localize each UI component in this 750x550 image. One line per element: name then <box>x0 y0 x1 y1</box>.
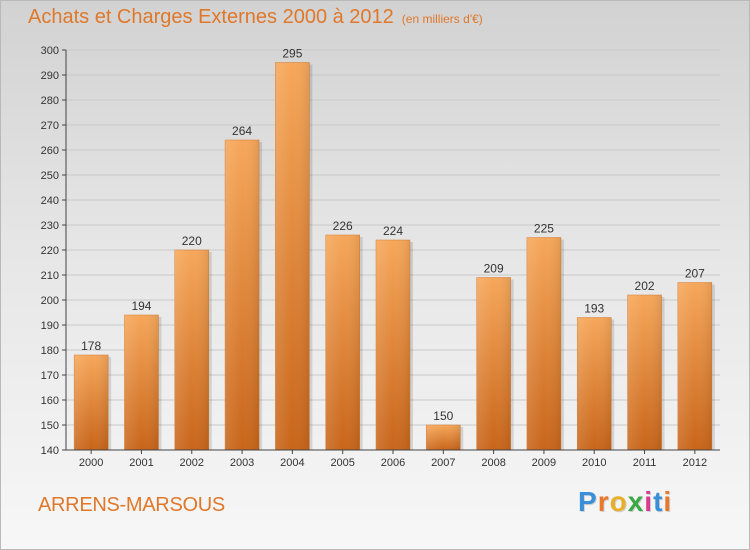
x-axis-ticks: 2000 2001 2002 2003 2004 2005 2006 2007 2008 2009… <box>79 450 707 469</box>
y-tick-label: 150 <box>41 420 59 432</box>
x-tick-label: 2012 <box>683 457 707 469</box>
y-tick-label: 230 <box>41 220 59 232</box>
logo-letter: i <box>663 486 673 517</box>
bar-value-label: 264 <box>232 124 252 138</box>
y-tick-label: 220 <box>41 245 59 257</box>
bar-group: 225 <box>526 222 564 451</box>
bar-highlight <box>124 315 159 450</box>
y-tick-label: 260 <box>41 145 59 157</box>
bar-value-label: 220 <box>182 234 202 248</box>
bar-highlight <box>476 277 511 450</box>
y-tick-label: 180 <box>41 345 59 357</box>
y-tick-label: 170 <box>41 370 59 382</box>
x-tick-label: 2001 <box>129 457 153 469</box>
logo-letter: i <box>644 486 654 517</box>
bar-value-label: 226 <box>333 219 353 233</box>
logo-letter: t <box>653 486 664 517</box>
logo-letter: P <box>578 486 598 517</box>
bar-highlight <box>174 250 209 450</box>
proxiti-logo: Proxiti <box>578 486 672 518</box>
bar-value-label: 178 <box>81 339 101 353</box>
y-tick-label: 250 <box>41 170 59 182</box>
y-tick-label: 200 <box>41 295 59 307</box>
bar-group: 295 <box>275 47 313 451</box>
chart-title: Achats et Charges Externes 2000 à 2012 (e… <box>28 6 483 29</box>
x-tick-label: 2003 <box>230 457 254 469</box>
bar-value-label: 295 <box>282 47 302 61</box>
bar-highlight <box>74 355 109 450</box>
location-name: ARRENS-MARSOUS <box>38 494 225 516</box>
bar-highlight <box>426 425 461 450</box>
logo-letter: r <box>597 486 610 517</box>
bar-group: 178 <box>73 339 112 451</box>
chart-title-text: Achats et Charges Externes 2000 à 2012 <box>28 6 394 28</box>
bar-group: 207 <box>677 267 715 451</box>
bar-value-label: 207 <box>685 267 705 281</box>
bar-group: 226 <box>325 219 363 451</box>
chart-subtitle: (en milliers d'€) <box>401 12 483 26</box>
x-tick-label: 2011 <box>633 457 657 469</box>
bar-group: 202 <box>627 279 665 451</box>
x-tick-label: 2004 <box>280 457 304 469</box>
y-tick-label: 190 <box>41 320 59 332</box>
bar-value-label: 225 <box>534 222 554 236</box>
bar-value-label: 224 <box>383 224 403 238</box>
x-tick-label: 2009 <box>532 457 556 469</box>
bar-highlight <box>325 235 360 450</box>
bars: 178 194 220 264 295 226 224 150 209 225 193 202 207 <box>73 47 715 451</box>
bar-group: 194 <box>124 299 162 451</box>
x-tick-label: 2007 <box>431 457 455 469</box>
y-tick-label: 240 <box>41 195 59 207</box>
bar-group: 150 <box>426 409 464 451</box>
bar-highlight <box>225 140 260 450</box>
bar-value-label: 193 <box>584 302 604 316</box>
bar-group: 264 <box>224 124 263 451</box>
y-tick-label: 290 <box>41 70 59 82</box>
bar-highlight <box>526 237 561 450</box>
bar-value-label: 209 <box>484 262 504 276</box>
y-tick-label: 210 <box>41 270 59 282</box>
bar-highlight <box>275 62 310 450</box>
bar-group: 193 <box>576 302 615 451</box>
y-tick-label: 280 <box>41 95 59 107</box>
bar-group: 209 <box>476 262 514 451</box>
x-tick-label: 2010 <box>582 457 606 469</box>
bar-highlight <box>577 317 612 450</box>
bar-group: 220 <box>174 234 212 451</box>
bar-highlight <box>627 295 662 450</box>
bar-highlight <box>376 240 410 450</box>
x-tick-label: 2005 <box>330 457 354 469</box>
bar-group: 224 <box>375 224 413 451</box>
bar-value-label: 150 <box>433 409 453 423</box>
x-tick-label: 2006 <box>381 457 405 469</box>
y-tick-label: 300 <box>41 45 59 57</box>
bar-highlight <box>677 282 712 450</box>
y-tick-label: 140 <box>41 445 59 457</box>
x-tick-label: 2000 <box>79 457 103 469</box>
bar-value-label: 202 <box>635 279 655 293</box>
y-axis-ticks: 140 150 160 170 180 190 200 210 220 230 240 250 260 2… <box>41 45 66 457</box>
bar-value-label: 194 <box>131 299 151 313</box>
logo-letter: x <box>627 486 645 517</box>
x-tick-label: 2008 <box>481 457 505 469</box>
x-tick-label: 2002 <box>180 457 204 469</box>
y-tick-label: 160 <box>41 395 59 407</box>
logo-letter: o <box>609 486 628 517</box>
y-tick-label: 270 <box>41 120 59 132</box>
